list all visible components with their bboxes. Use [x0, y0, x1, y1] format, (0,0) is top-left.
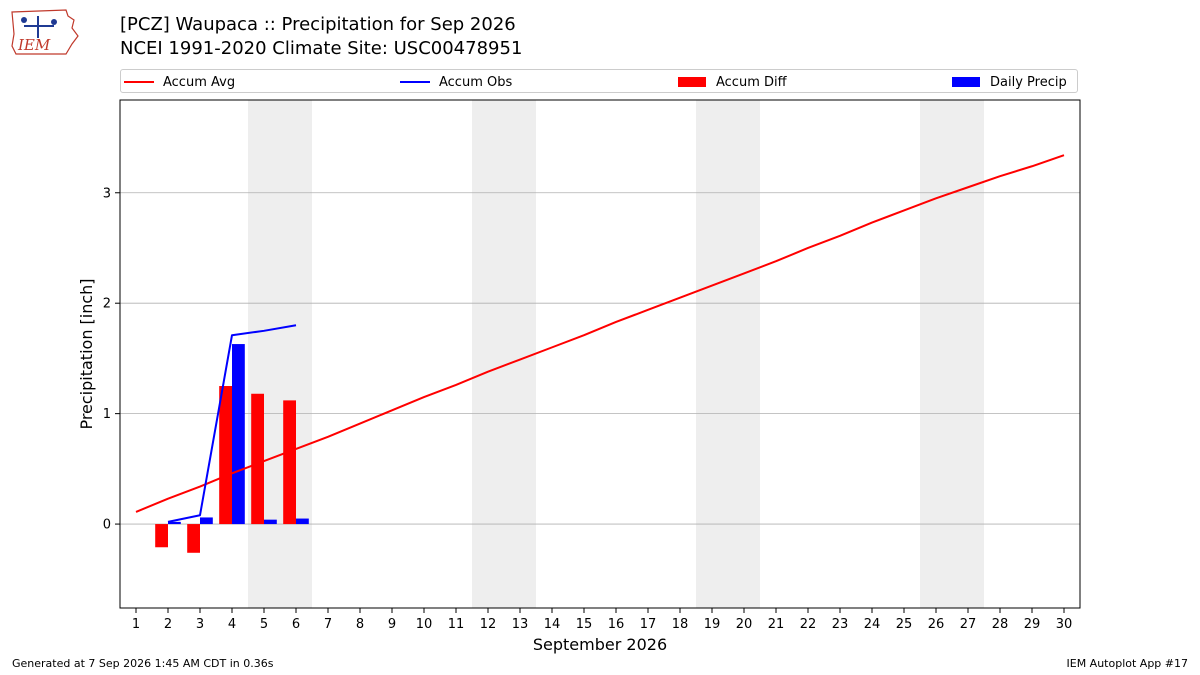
x-axis-label: September 2026: [533, 635, 667, 654]
weekend-band-3: [696, 100, 760, 608]
daily-precip-bar: [232, 344, 245, 525]
legend-item-daily-precip: Daily Precip: [952, 70, 1067, 94]
accum-avg-line: [135, 154, 1065, 513]
y-tick-label: 1: [103, 407, 111, 422]
x-tick-label: 9: [388, 617, 396, 632]
x-tick-label: 24: [864, 617, 881, 632]
daily-precip-bar: [168, 521, 181, 525]
x-tick-label: 30: [1056, 617, 1073, 632]
legend-swatch-accum-avg: [124, 81, 154, 83]
x-tick-label: 7: [324, 617, 332, 632]
y-axis-label: Precipitation [inch]: [77, 278, 96, 429]
legend-label-daily-precip: Daily Precip: [990, 74, 1067, 90]
x-tick-label: 1: [132, 617, 140, 632]
accum-diff-bar: [155, 524, 168, 548]
x-tick-label: 25: [896, 617, 913, 632]
y-tick-label: 2: [103, 297, 111, 312]
chart-legend: Accum Avg Accum Obs Accum Diff Daily Pre…: [120, 69, 1078, 93]
legend-swatch-accum-obs: [400, 81, 430, 83]
chart-title: [PCZ] Waupaca :: Precipitation for Sep 2…: [120, 13, 522, 61]
chart-title-line1: [PCZ] Waupaca :: Precipitation for Sep 2…: [120, 14, 516, 35]
legend-item-accum-obs: Accum Obs: [400, 70, 512, 94]
accum-diff-bar: [283, 400, 296, 525]
x-tick-label: 18: [672, 617, 689, 632]
x-tick-label: 23: [832, 617, 849, 632]
x-tick-label: 8: [356, 617, 364, 632]
x-tick-label: 2: [164, 617, 172, 632]
x-tick-label: 15: [576, 617, 593, 632]
x-tick-label: 21: [768, 617, 785, 632]
iem-logo: IEM: [11, 9, 79, 55]
x-tick-label: 26: [928, 617, 945, 632]
legend-swatch-daily-precip: [952, 77, 980, 87]
y-tick-label: 3: [103, 186, 111, 201]
x-tick-label: 27: [960, 617, 977, 632]
weekend-band-1: [248, 100, 312, 608]
weekend-band-2: [472, 100, 536, 608]
legend-swatch-accum-diff: [678, 77, 706, 87]
x-tick-label: 19: [704, 617, 721, 632]
legend-label-accum-avg: Accum Avg: [163, 74, 236, 90]
x-tick-label: 20: [736, 617, 753, 632]
x-tick-label: 17: [640, 617, 657, 632]
plot-frame: [119, 99, 1081, 609]
footer-app-id: IEM Autoplot App #17: [1066, 657, 1189, 670]
weekend-band-4: [920, 100, 984, 608]
legend-item-accum-diff: Accum Diff: [678, 70, 787, 94]
logo-text: IEM: [17, 36, 51, 54]
x-tick-label: 13: [512, 617, 529, 632]
legend-label-accum-obs: Accum Obs: [439, 74, 513, 90]
legend-label-accum-diff: Accum Diff: [716, 74, 787, 90]
chart-title-line2: NCEI 1991-2020 Climate Site: USC00478951: [120, 38, 523, 59]
x-tick-label: 22: [800, 617, 817, 632]
x-tick-label: 16: [608, 617, 625, 632]
accum-diff-bar: [187, 524, 200, 553]
y-tick-label: 0: [103, 518, 111, 533]
x-tick-label: 4: [228, 617, 236, 632]
x-tick-label: 11: [448, 617, 465, 632]
x-tick-label: 12: [480, 617, 497, 632]
x-tick-label: 14: [544, 617, 561, 632]
x-tick-label: 5: [260, 617, 268, 632]
daily-precip-bar: [200, 517, 213, 525]
accum-diff-bar: [251, 393, 264, 525]
x-tick-label: 6: [292, 617, 300, 632]
x-tick-label: 10: [416, 617, 433, 632]
daily-precip-bar: [264, 519, 277, 525]
accum-diff-bar: [219, 386, 232, 525]
accum-obs-line: [167, 324, 297, 523]
x-tick-label: 3: [196, 617, 204, 632]
footer-generated: Generated at 7 Sep 2026 1:45 AM CDT in 0…: [12, 657, 274, 670]
x-tick-label: 28: [992, 617, 1009, 632]
x-tick-label: 29: [1024, 617, 1041, 632]
daily-precip-bar: [296, 518, 309, 525]
legend-item-accum-avg: Accum Avg: [124, 70, 235, 94]
